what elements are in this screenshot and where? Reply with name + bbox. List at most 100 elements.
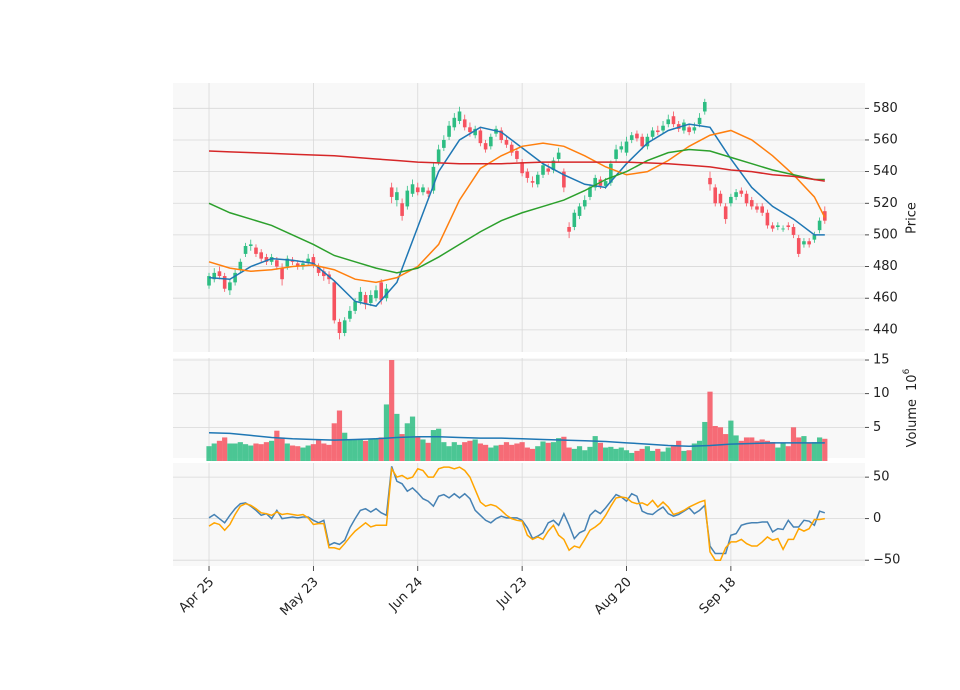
volume-average-line	[208, 431, 825, 447]
candle-body	[379, 282, 384, 300]
candle-body	[697, 117, 702, 125]
y-tick-label: 480	[873, 259, 898, 274]
y-tick-label: 500	[873, 227, 898, 242]
volume-bar	[519, 442, 525, 461]
candle-body	[713, 187, 718, 204]
candle-body	[661, 125, 665, 131]
candle-body	[609, 163, 613, 183]
volume-bar	[441, 442, 447, 461]
panel-background	[173, 83, 865, 352]
volume-bar	[629, 452, 635, 461]
volume-bar	[676, 440, 682, 461]
candle-body	[541, 165, 545, 175]
candle-body	[666, 119, 671, 125]
candle-body	[577, 206, 582, 216]
candle-body	[457, 111, 462, 121]
volume-bar	[733, 435, 739, 461]
candle-body	[624, 141, 629, 153]
volume-bar	[571, 448, 577, 461]
candle-body	[572, 212, 577, 227]
candle-body	[504, 139, 509, 145]
candle-body	[348, 310, 352, 319]
volume-bar	[811, 442, 817, 461]
volume-bar	[623, 450, 630, 461]
moving-average-line	[208, 123, 825, 307]
candle-body	[353, 301, 357, 311]
volume-bar	[269, 440, 275, 461]
candle-body	[582, 200, 587, 207]
volume-bar	[660, 451, 666, 461]
volume-bar	[336, 410, 343, 461]
volume-bar	[702, 421, 708, 461]
volume-bar	[300, 447, 306, 461]
candle-body	[233, 272, 237, 283]
candle-body	[254, 247, 258, 254]
candle-body	[708, 177, 712, 185]
candle-body	[275, 260, 279, 267]
volume-bar	[477, 443, 483, 461]
volume-bar	[759, 439, 765, 461]
y-tick-label: 560	[873, 132, 898, 147]
candle-body	[791, 226, 796, 235]
candle-body	[358, 291, 363, 302]
volume-bar	[483, 444, 489, 461]
y-axis-label-exponent: 6	[902, 368, 912, 374]
x-tick-label: May 23	[277, 575, 321, 619]
volume-bar	[681, 450, 687, 461]
candle-body	[264, 257, 269, 262]
candle-body	[285, 258, 290, 267]
candle-body	[629, 135, 634, 140]
volume-bar	[446, 446, 452, 461]
volume-bar	[222, 437, 228, 461]
volume-bar	[253, 443, 259, 461]
candle-body	[635, 133, 639, 139]
volume-bar	[237, 442, 243, 461]
candle-body	[770, 225, 775, 229]
y-tick-label: 5	[873, 420, 881, 435]
volume-bar	[696, 440, 703, 461]
volume-bar	[472, 439, 478, 461]
volume-bar	[373, 438, 379, 461]
volume-bar	[540, 441, 546, 461]
volume-bar	[790, 427, 797, 461]
oscillator-line	[208, 466, 825, 561]
volume-bar	[274, 430, 280, 461]
candle-body	[786, 225, 791, 227]
volume-bar	[587, 446, 593, 461]
candle-body	[410, 184, 415, 194]
volume-bar	[436, 428, 442, 461]
volume-bar	[749, 437, 755, 461]
candle-body	[739, 190, 744, 194]
candle-body	[436, 149, 441, 163]
volume-bar	[785, 446, 791, 461]
candle-body	[796, 238, 801, 254]
volume-bar	[206, 446, 212, 461]
y-tick-label: 10	[873, 386, 890, 401]
oscillator-line	[208, 466, 826, 555]
y-tick-label: 580	[873, 101, 898, 116]
volume-bar	[550, 442, 557, 461]
y-tick-label: 520	[873, 196, 898, 211]
y-tick-label: 540	[873, 164, 898, 179]
candle-body	[588, 187, 592, 197]
volume-bar	[775, 447, 781, 461]
candle-body	[306, 258, 310, 262]
candle-body	[342, 320, 347, 334]
volume-bar	[754, 440, 760, 461]
x-tick-label: Jul 23	[493, 575, 530, 612]
candle-body	[405, 190, 410, 207]
volume-bar	[592, 436, 598, 461]
candle-body	[389, 187, 394, 197]
candle-body	[322, 271, 326, 277]
volume-bar	[822, 438, 828, 461]
volume-bar	[503, 442, 510, 461]
candle-body	[702, 101, 707, 112]
candle-body	[363, 295, 368, 305]
candle-body	[368, 295, 373, 303]
candle-body	[567, 226, 571, 232]
candle-body	[593, 177, 597, 188]
candle-body	[723, 206, 728, 220]
volume-bar	[415, 437, 421, 461]
x-tick-label: Sep 18	[697, 575, 740, 618]
volume-bar	[488, 447, 494, 461]
